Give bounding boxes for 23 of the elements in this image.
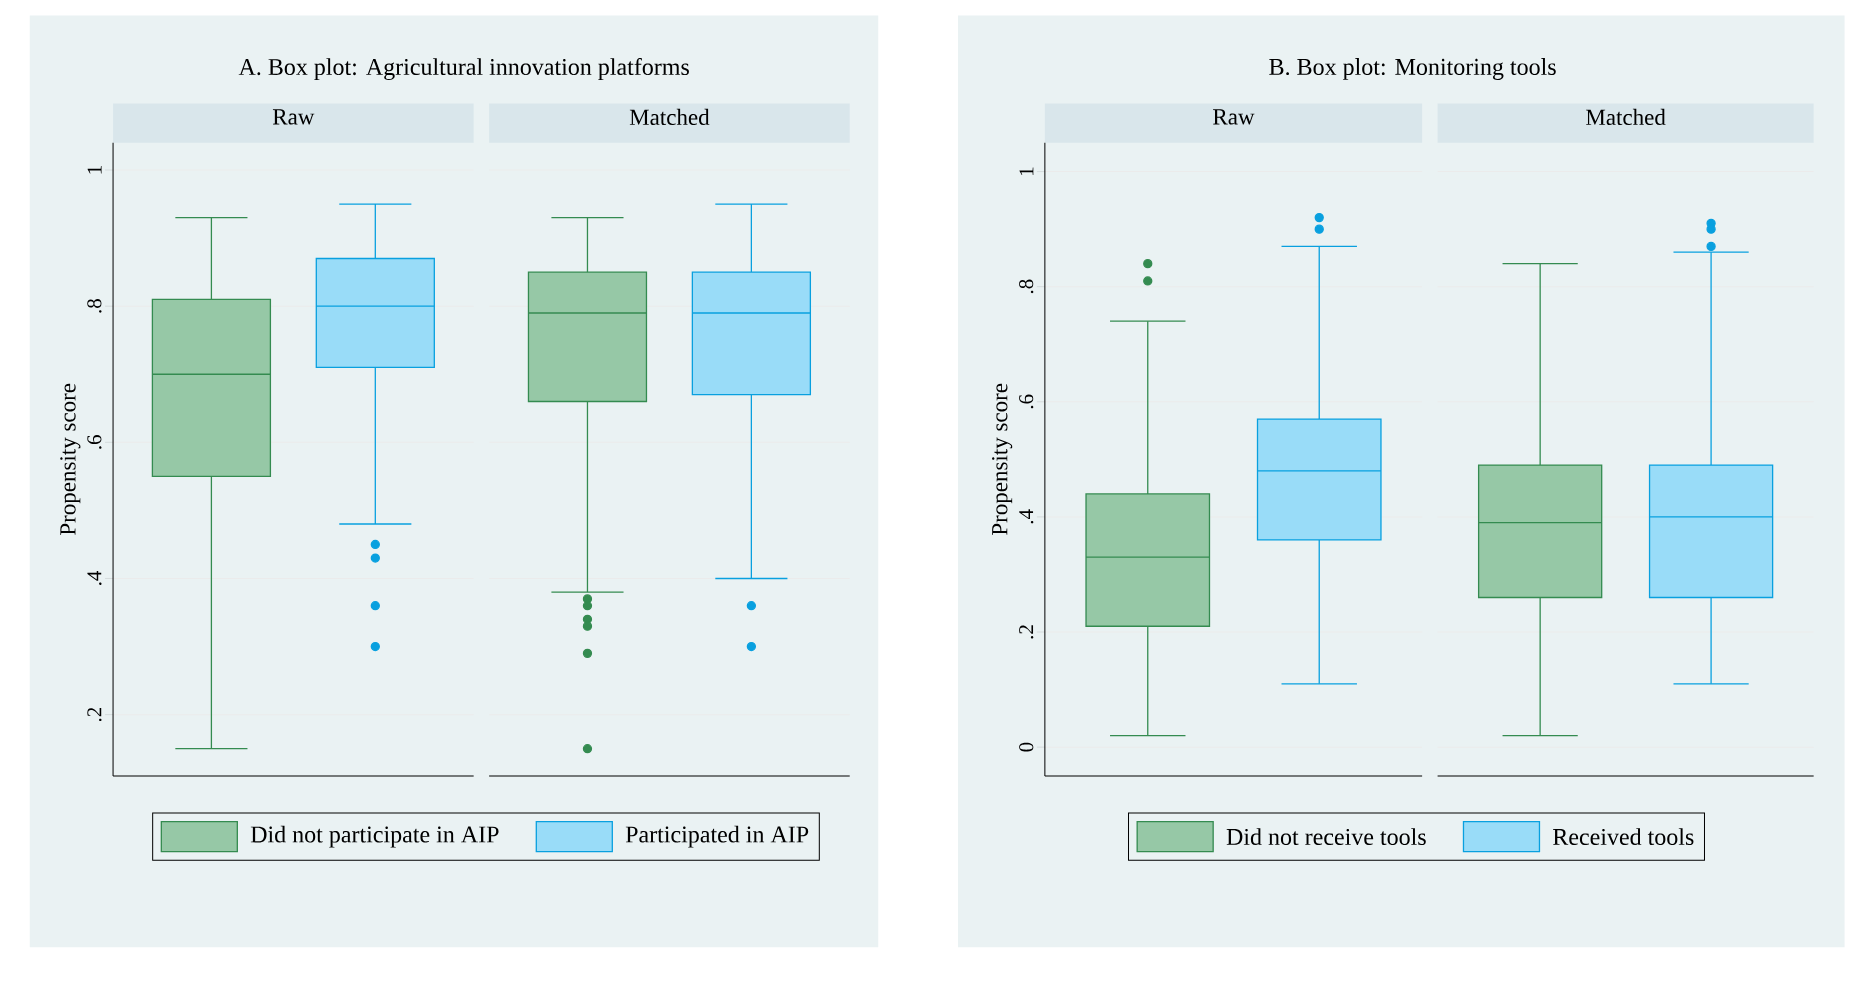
y-tick-label: .8 (1019, 279, 1034, 294)
chart-title: B. Box plot: Monitoring tools (1269, 58, 1556, 80)
x-tick-label: Raw (272, 109, 315, 125)
chart-title: A. Box plot: Agricultural innovation platforms (238, 57, 689, 81)
legend-label: Did not participate in AIP (250, 825, 499, 848)
x-tick-label: Matched (629, 108, 710, 126)
y-tick-label: .6 (87, 435, 102, 449)
legend-label: Participated in AIP (625, 825, 809, 848)
y-tick-label: 1 (87, 166, 102, 174)
legend-label: Received tools (1553, 828, 1694, 846)
legend-label: Did not receive tools (1226, 828, 1426, 846)
y-axis-title: Propensity score (60, 383, 81, 536)
y-tick-label: .8 (87, 299, 102, 313)
y-axis-title: Propensity score (992, 383, 1013, 536)
x-tick-label: Raw (1213, 109, 1255, 125)
y-tick-label: 0 (1019, 742, 1034, 752)
y-tick-label: .2 (87, 707, 102, 722)
y-tick-label: 1 (1019, 167, 1034, 175)
y-tick-label: .4 (1019, 509, 1034, 524)
y-tick-label: .6 (1019, 394, 1034, 409)
y-tick-label: .2 (1019, 625, 1034, 639)
y-tick-label: .4 (87, 570, 102, 585)
x-tick-label: Matched (1586, 108, 1666, 126)
